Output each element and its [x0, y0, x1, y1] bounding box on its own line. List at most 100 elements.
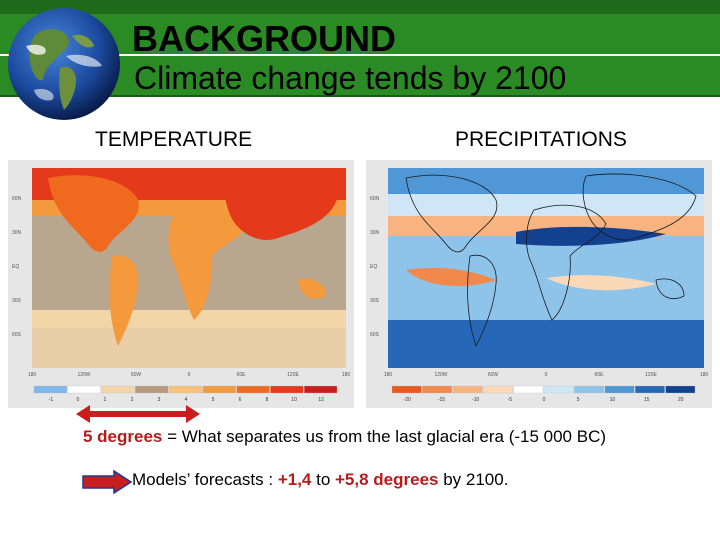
- precipitation-legend-swatch: [604, 385, 635, 394]
- precipitation-band-arctic: [388, 168, 704, 194]
- temperature-legend-swatch: [135, 385, 169, 394]
- temperature-legend-swatch: [202, 385, 236, 394]
- temperature-legend-label: 10: [291, 397, 297, 403]
- precipitation-legend-label: 15: [644, 397, 650, 403]
- temperature-north-america: [48, 175, 139, 252]
- temperature-lat-label: 30S: [12, 298, 22, 304]
- header-top-stripe: [0, 0, 720, 14]
- temperature-legend-swatch: [304, 385, 338, 394]
- temperature-legend-label: 6: [239, 397, 242, 403]
- temperature-lat-label: 60S: [12, 332, 22, 338]
- precipitation-band-tropical: [516, 226, 666, 246]
- precipitation-legend-label: -10: [472, 397, 479, 403]
- precipitation-legend-swatch: [513, 385, 544, 394]
- temperature-legend-swatch: [33, 385, 67, 394]
- temperature-band-south: [32, 310, 346, 328]
- slide-subtitle: Climate change tends by 2100: [134, 60, 567, 96]
- precipitation-asia: [582, 173, 697, 241]
- precipitation-legend-swatch: [665, 385, 696, 394]
- precipitation-band-south-dry: [406, 267, 496, 286]
- precipitation-lon-label: 60W: [488, 372, 499, 378]
- temperature-legend-swatch: [168, 385, 203, 394]
- temperature-legend-label: 1: [104, 397, 107, 403]
- precipitation-band-north: [388, 194, 704, 216]
- temperature-legend-label: 4: [185, 397, 188, 403]
- precipitation-legend-swatch: [483, 385, 513, 394]
- temperature-lon-label: 180: [28, 372, 37, 378]
- temperature-map: 60N 30N EQ 30S 60S 180 120W 60W 0 60E 12…: [12, 168, 351, 403]
- precipitation-legend-swatch: [422, 385, 452, 394]
- precipitation-band-south-mid: [546, 275, 656, 291]
- precipitation-north-america: [405, 174, 498, 253]
- temperature-south-america: [109, 255, 139, 346]
- temperature-lon-label: 0: [188, 372, 191, 378]
- precipitation-lat-label: 30S: [370, 298, 380, 304]
- forecast-prefix: Models’ forecasts :: [132, 470, 278, 489]
- temperature-legend: -1 0 1 2 3 4 5 6 8 10 12: [33, 385, 338, 403]
- temperature-legend-label: 3: [158, 397, 161, 403]
- precipitation-legend-label: -20: [404, 397, 411, 403]
- precipitation-lon-label: 180: [384, 372, 393, 378]
- forecast-line: Models’ forecasts : +1,4 to +5,8 degrees…: [132, 470, 508, 490]
- temperature-lon-label: 60W: [131, 372, 142, 378]
- precipitation-australia: [655, 278, 685, 299]
- temperature-label: TEMPERATURE: [95, 128, 253, 151]
- precipitation-map-panel: 60N 30N EQ 30S 60S 180 120W 60W 0 60E 12…: [366, 160, 712, 408]
- forecast-low: +1,4: [277, 470, 312, 489]
- precipitation-lat-label: 60N: [370, 196, 380, 202]
- precipitation-south-america: [467, 254, 497, 348]
- precipitation-label: PRECIPITATIONS: [455, 128, 627, 151]
- precipitation-legend: -20 -15 -10 -5 0 5 10 15 20: [391, 385, 696, 403]
- precipitation-lat-label: EQ: [370, 264, 377, 270]
- precipitation-legend-label: 20: [678, 397, 684, 403]
- glacial-era-text: = What separates us from the last glacia…: [162, 427, 607, 446]
- temperature-legend-label: 0: [77, 397, 80, 403]
- temperature-asia: [225, 174, 338, 241]
- precipitation-lon-label: 180: [700, 372, 709, 378]
- double-arrow-icon: [76, 405, 200, 423]
- temperature-legend-label: 2: [131, 397, 134, 403]
- slide-title: BACKGROUND: [132, 18, 396, 59]
- temperature-legend-label: 8: [266, 397, 269, 403]
- precipitation-lat-label: 30N: [370, 230, 380, 236]
- precipitation-coastlines: [405, 173, 697, 348]
- temperature-australia: [298, 278, 326, 299]
- temperature-lat-label: EQ: [12, 264, 19, 270]
- temperature-legend-label: -1: [49, 397, 54, 403]
- temperature-legend-swatch: [270, 385, 304, 394]
- temperature-lon-labels: 180 120W 60W 0 60E 120E 180: [28, 372, 351, 378]
- precipitation-legend-label: 0: [543, 397, 546, 403]
- precipitation-legend-label: -15: [438, 397, 445, 403]
- temperature-band-southern-ocean: [32, 328, 346, 368]
- precipitation-lon-labels: 180 120W 60W 0 60E 120E 180: [384, 372, 709, 378]
- temperature-lon-label: 180: [342, 372, 351, 378]
- precipitation-lat-labels: 60N 30N EQ 30S 60S: [370, 196, 380, 338]
- precipitation-legend-label: 10: [610, 397, 616, 403]
- temperature-legend-swatch: [67, 385, 101, 394]
- temperature-lat-labels: 60N 30N EQ 30S 60S: [12, 196, 22, 338]
- temperature-legend-label: 12: [318, 397, 324, 403]
- precipitation-legend-label: 5: [577, 397, 580, 403]
- globe-icon: [8, 8, 120, 120]
- precipitation-legend-swatch: [574, 385, 604, 394]
- precipitation-lat-label: 60S: [370, 332, 380, 338]
- precipitation-map: 60N 30N EQ 30S 60S 180 120W 60W 0 60E 12…: [370, 168, 709, 403]
- temperature-legend-swatch: [101, 385, 135, 394]
- precipitation-africa-europe: [526, 204, 607, 321]
- precipitation-band-southern-ocean: [388, 320, 704, 368]
- precipitation-lon-label: 120W: [434, 372, 447, 378]
- precipitation-legend-swatch: [635, 385, 665, 394]
- precipitation-legend-swatch: [543, 385, 574, 394]
- header-divider: [0, 95, 720, 97]
- precipitation-lon-label: 120E: [645, 372, 657, 378]
- precipitation-legend-swatch: [391, 385, 422, 394]
- forecast-middle: to: [311, 470, 335, 489]
- five-degrees-highlight: 5 degrees: [83, 427, 163, 446]
- temperature-lon-label: 120E: [287, 372, 299, 378]
- precipitation-legend-label: -5: [508, 397, 513, 403]
- header-title-bar: [0, 14, 720, 54]
- temperature-lon-label: 60E: [237, 372, 247, 378]
- forecast-high: +5,8 degrees: [335, 470, 439, 489]
- temperature-lon-label: 120W: [77, 372, 90, 378]
- temperature-lat-label: 30N: [12, 230, 22, 236]
